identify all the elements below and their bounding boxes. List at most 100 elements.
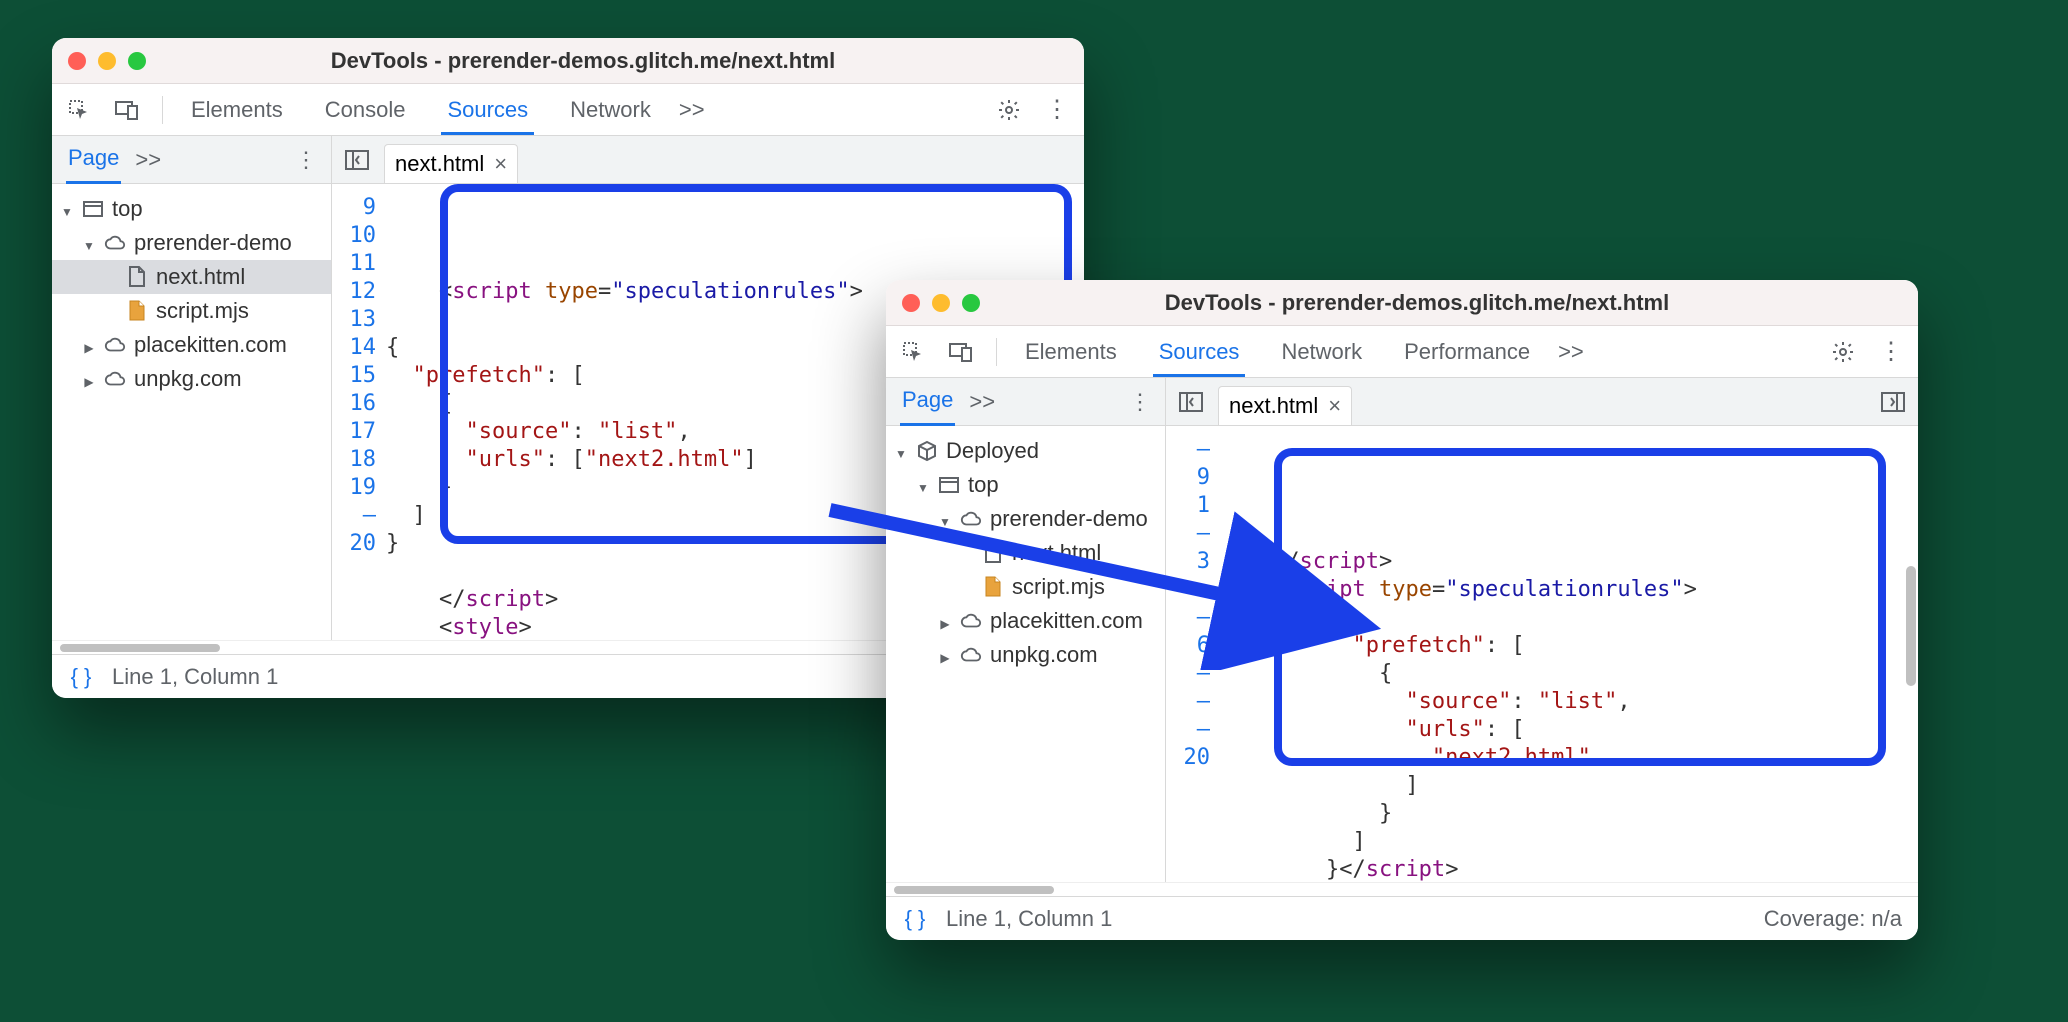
navigator-overflow-icon[interactable]: >>: [969, 389, 995, 415]
code-editor[interactable]: –91–3––6–––20 </script> <script type="sp…: [1166, 426, 1918, 882]
tab-elements[interactable]: Elements: [185, 85, 289, 135]
close-icon[interactable]: [68, 52, 86, 70]
navigator-tabs: Page >> ⋮: [886, 378, 1166, 425]
navigator-kebab-icon[interactable]: ⋮: [1129, 389, 1151, 415]
caret-icon: [82, 332, 96, 358]
file-tree[interactable]: Deployed top prerender-demo next.htmlscript…: [886, 426, 1166, 882]
frame-icon: [82, 198, 104, 220]
tree-item[interactable]: next.html: [886, 536, 1165, 570]
page-tab[interactable]: Page: [66, 135, 121, 184]
zoom-icon[interactable]: [128, 52, 146, 70]
tree-item[interactable]: Deployed: [886, 434, 1165, 468]
tab-sources[interactable]: Sources: [441, 85, 534, 135]
tree-item[interactable]: top: [886, 468, 1165, 502]
tab-console[interactable]: Console: [319, 85, 412, 135]
tree-item[interactable]: top: [52, 192, 331, 226]
gear-icon[interactable]: [1830, 340, 1856, 364]
window-title: DevTools - prerender-demos.glitch.me/nex…: [992, 290, 1842, 316]
editor-tabbar: next.html ×: [1166, 378, 1918, 425]
traffic-lights: [902, 294, 980, 312]
device-icon[interactable]: [948, 342, 974, 362]
cloud-icon: [104, 368, 126, 390]
panel-tabs: Elements Sources Network Performance: [1019, 327, 1536, 377]
navigator-kebab-icon[interactable]: ⋮: [295, 147, 317, 173]
inspect-icon[interactable]: [900, 340, 926, 364]
code-line: }</script>: [1220, 856, 1918, 882]
gear-icon[interactable]: [996, 98, 1022, 122]
pretty-print-icon[interactable]: { }: [902, 906, 928, 932]
hscrollbar[interactable]: [886, 882, 1918, 896]
code-line: "source": "list",: [1220, 688, 1918, 716]
tree-item[interactable]: script.mjs: [52, 294, 331, 328]
code-line: ]: [1220, 828, 1918, 856]
tree-item[interactable]: unpkg.com: [886, 638, 1165, 672]
page-tab[interactable]: Page: [900, 377, 955, 426]
navigator-tabs: Page >> ⋮: [52, 136, 332, 183]
tabs-overflow-icon[interactable]: >>: [1558, 339, 1584, 365]
cursor-position: Line 1, Column 1: [946, 906, 1112, 932]
device-icon[interactable]: [114, 100, 140, 120]
tree-item[interactable]: placekitten.com: [52, 328, 331, 362]
titlebar: DevTools - prerender-demos.glitch.me/nex…: [52, 38, 1084, 84]
tree-label: next.html: [156, 264, 245, 290]
window-title: DevTools - prerender-demos.glitch.me/nex…: [158, 48, 1008, 74]
vscrollbar[interactable]: [1906, 566, 1916, 686]
navigator-overflow-icon[interactable]: >>: [135, 147, 161, 173]
kebab-icon[interactable]: ⋮: [1044, 95, 1070, 124]
tree-label: unpkg.com: [134, 366, 242, 392]
tree-item[interactable]: unpkg.com: [52, 362, 331, 396]
coverage-label[interactable]: Coverage: n/a: [1764, 906, 1902, 932]
minimize-icon[interactable]: [932, 294, 950, 312]
tree-label: Deployed: [946, 438, 1039, 464]
editor-tabbar: next.html ×: [332, 136, 1084, 183]
line-gutter: 910111213141516171819–20: [332, 184, 386, 640]
tree-label: script.mjs: [156, 298, 249, 324]
caret-icon: [916, 472, 930, 498]
toggle-right-panel-icon[interactable]: [1880, 392, 1906, 412]
close-tab-icon[interactable]: ×: [494, 151, 507, 177]
file-tab[interactable]: next.html ×: [384, 144, 518, 183]
frame-icon: [938, 474, 960, 496]
tab-network[interactable]: Network: [564, 85, 657, 135]
cursor-position: Line 1, Column 1: [112, 664, 278, 690]
tree-item[interactable]: prerender-demo: [52, 226, 331, 260]
tree-label: unpkg.com: [990, 642, 1098, 668]
file-tree[interactable]: topprerender-demo next.html script.mjs plac…: [52, 184, 332, 640]
tree-item[interactable]: placekitten.com: [886, 604, 1165, 638]
zoom-icon[interactable]: [962, 294, 980, 312]
tree-label: prerender-demo: [990, 506, 1148, 532]
minimize-icon[interactable]: [98, 52, 116, 70]
tab-performance[interactable]: Performance: [1398, 327, 1536, 377]
file-js-icon: [982, 576, 1004, 598]
pretty-print-icon[interactable]: { }: [68, 664, 94, 690]
code-line: "urls": [: [1220, 716, 1918, 744]
tab-elements[interactable]: Elements: [1019, 327, 1123, 377]
sources-subbar: Page >> ⋮ next.html ×: [886, 378, 1918, 426]
statusbar: { } Line 1, Column 1 Coverage: n/a: [886, 896, 1918, 940]
file-js-icon: [126, 300, 148, 322]
code-body[interactable]: </script> <script type="speculationrules…: [1220, 426, 1918, 882]
devtools-window-2: DevTools - prerender-demos.glitch.me/nex…: [886, 280, 1918, 940]
file-tab[interactable]: next.html ×: [1218, 386, 1352, 425]
tab-sources[interactable]: Sources: [1153, 327, 1246, 377]
toggle-panel-icon[interactable]: [1178, 392, 1204, 412]
tree-label: top: [968, 472, 999, 498]
code-line: }: [1220, 800, 1918, 828]
tab-network[interactable]: Network: [1275, 327, 1368, 377]
kebab-icon[interactable]: ⋮: [1878, 337, 1904, 366]
close-icon[interactable]: [902, 294, 920, 312]
file-icon: [982, 542, 1004, 564]
panel-tabs: Elements Console Sources Network: [185, 85, 657, 135]
code-line: </script>: [1220, 548, 1918, 576]
toggle-panel-icon[interactable]: [344, 150, 370, 170]
titlebar: DevTools - prerender-demos.glitch.me/nex…: [886, 280, 1918, 326]
tabs-overflow-icon[interactable]: >>: [679, 97, 705, 123]
tree-item[interactable]: script.mjs: [886, 570, 1165, 604]
caret-icon: [938, 506, 952, 532]
close-tab-icon[interactable]: ×: [1328, 393, 1341, 419]
caret-icon: [938, 608, 952, 634]
tree-item[interactable]: next.html: [52, 260, 331, 294]
file-tab-label: next.html: [1229, 393, 1318, 419]
tree-item[interactable]: prerender-demo: [886, 502, 1165, 536]
inspect-icon[interactable]: [66, 98, 92, 122]
